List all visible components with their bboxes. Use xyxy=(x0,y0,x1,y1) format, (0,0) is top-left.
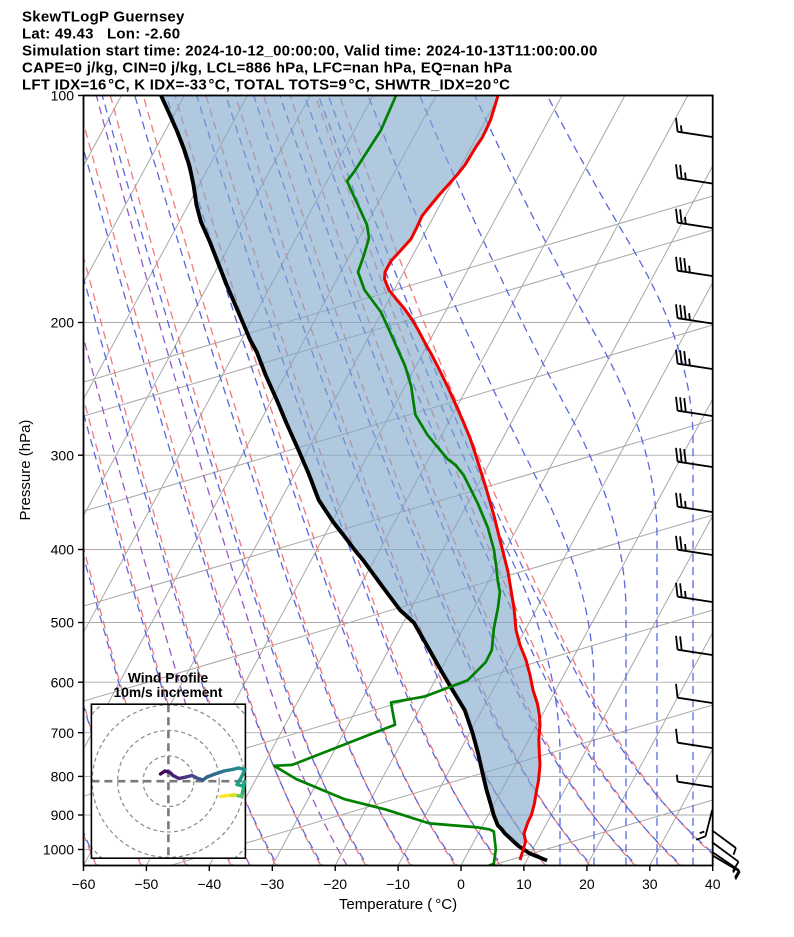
svg-text:−10: −10 xyxy=(386,876,410,892)
svg-text:−60: −60 xyxy=(72,876,96,892)
svg-text:700: 700 xyxy=(51,725,75,741)
svg-text:300: 300 xyxy=(51,447,75,463)
svg-text:Lat: 49.43 Lon: -2.60: Lat: 49.43 Lon: -2.60 xyxy=(22,25,180,42)
svg-text:Simulation start time: 2024-10: Simulation start time: 2024-10-12_00:00:… xyxy=(22,42,598,59)
svg-text:400: 400 xyxy=(51,542,75,558)
svg-text:40: 40 xyxy=(705,876,721,892)
svg-text:800: 800 xyxy=(51,769,75,785)
svg-text:900: 900 xyxy=(51,807,75,823)
svg-text:Temperature ( °C): Temperature ( °C) xyxy=(339,896,457,913)
svg-text:200: 200 xyxy=(51,315,75,331)
svg-text:0: 0 xyxy=(457,876,465,892)
svg-text:SkewTLogP Guernsey: SkewTLogP Guernsey xyxy=(22,8,185,25)
svg-text:−20: −20 xyxy=(323,876,347,892)
svg-text:20: 20 xyxy=(579,876,595,892)
svg-text:−40: −40 xyxy=(197,876,221,892)
svg-text:10m/s increment: 10m/s increment xyxy=(114,685,223,700)
svg-text:600: 600 xyxy=(51,674,75,690)
svg-text:−50: −50 xyxy=(135,876,159,892)
svg-text:1000: 1000 xyxy=(43,842,74,858)
svg-text:500: 500 xyxy=(51,615,75,631)
svg-text:Wind Profile: Wind Profile xyxy=(128,671,209,686)
svg-text:100: 100 xyxy=(51,88,75,104)
svg-text:LFT IDX=16 °C, K IDX=-33 °C, T: LFT IDX=16 °C, K IDX=-33 °C, TOTAL TOTS=… xyxy=(22,76,510,93)
svg-text:30: 30 xyxy=(642,876,658,892)
svg-text:−30: −30 xyxy=(260,876,284,892)
svg-text:10: 10 xyxy=(516,876,532,892)
svg-text:CAPE=0 j/kg, CIN=0 j/kg, LCL=8: CAPE=0 j/kg, CIN=0 j/kg, LCL=886 hPa, LF… xyxy=(22,59,512,76)
svg-text:Pressure (hPa): Pressure (hPa) xyxy=(17,420,34,521)
